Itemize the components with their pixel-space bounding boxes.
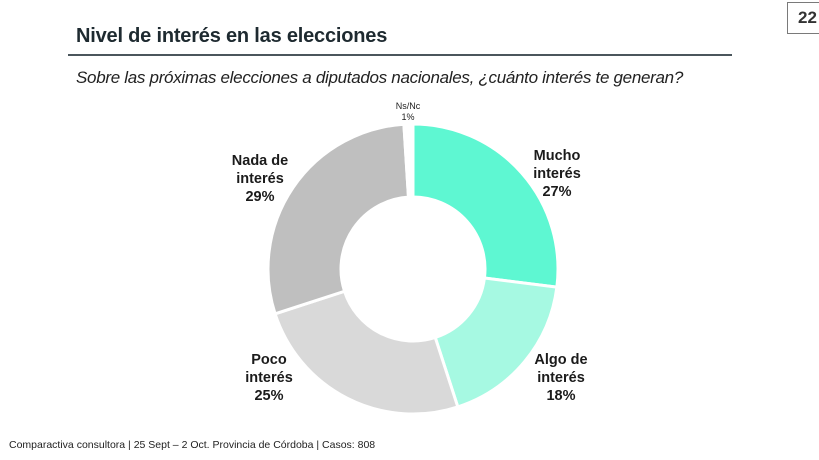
label-nada-value: 29% xyxy=(245,189,274,205)
source-footer: Comparactiva consultora | 25 Sept – 2 Oc… xyxy=(9,439,376,451)
label-nada-line2: interés xyxy=(236,171,284,187)
donut-slices xyxy=(266,122,560,416)
label-poco-line2: interés xyxy=(245,370,293,386)
label-mucho-line2: interés xyxy=(533,166,581,182)
label-nsnc-line1: Ns/Nc xyxy=(396,101,421,111)
title-divider xyxy=(68,54,732,56)
label-poco-value: 25% xyxy=(254,388,283,404)
label-mucho-line1: Mucho xyxy=(534,148,581,164)
slice-mucho xyxy=(411,122,560,289)
donut-labels: Mucho interés 27% Algo de interés 18% Po… xyxy=(232,101,588,404)
label-algo-line1: Algo de xyxy=(534,352,587,368)
page-number: 22 xyxy=(787,2,819,34)
label-nsnc-value: 1% xyxy=(401,112,414,122)
label-mucho-value: 27% xyxy=(542,184,571,200)
label-algo-value: 18% xyxy=(546,388,575,404)
label-poco-line1: Poco xyxy=(251,352,287,368)
label-nada-line1: Nada de xyxy=(232,153,288,169)
slice-nada xyxy=(266,122,411,316)
page-title: Nivel de interés en las elecciones xyxy=(76,25,388,47)
label-algo-line2: interés xyxy=(537,370,585,386)
slice-algo xyxy=(433,276,559,409)
question-subtitle: Sobre las próximas elecciones a diputado… xyxy=(76,68,683,87)
slice-nsnc xyxy=(402,122,415,199)
slice-poco xyxy=(273,289,460,416)
